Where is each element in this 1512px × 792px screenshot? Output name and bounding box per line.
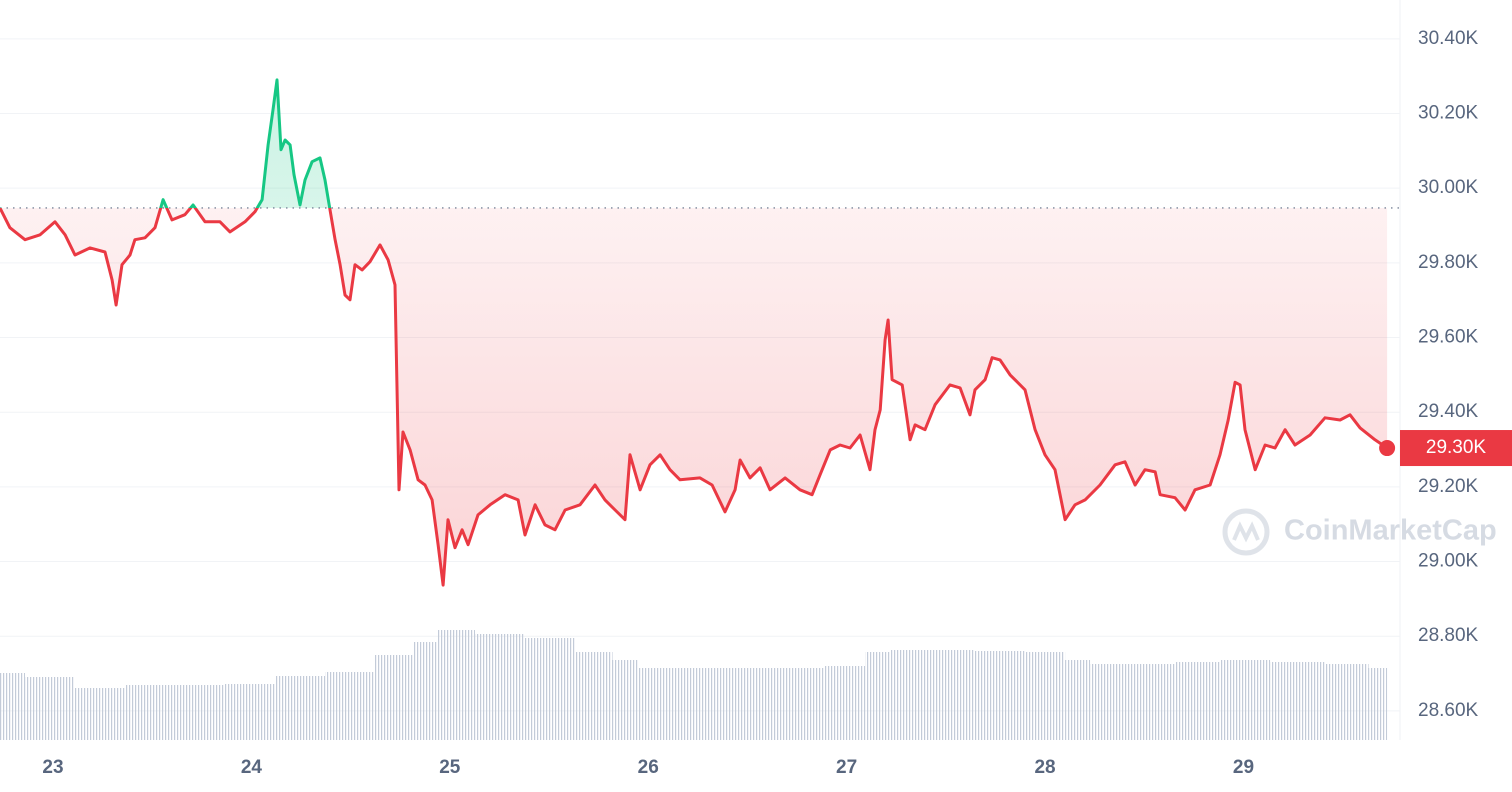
x-tick-label: 24 <box>241 757 263 778</box>
volume-bar <box>612 660 638 740</box>
y-tick-label: 29.80K <box>1418 252 1479 273</box>
volume-bar <box>525 638 575 740</box>
y-tick-label: 30.20K <box>1418 103 1479 124</box>
volume-bar <box>475 634 525 740</box>
x-tick-label: 23 <box>42 757 63 778</box>
y-tick-label: 28.60K <box>1418 700 1479 721</box>
volume-bar <box>1025 652 1066 740</box>
y-tick-label: 30.40K <box>1418 28 1479 49</box>
volume-bar <box>325 672 375 740</box>
x-tick-label: 28 <box>1034 757 1055 778</box>
volume-bar <box>1175 662 1221 740</box>
y-tick-label: 30.00K <box>1418 177 1479 198</box>
price-line-up <box>0 78 332 208</box>
volume-bar <box>1325 664 1369 740</box>
x-tick-label: 27 <box>836 757 857 778</box>
volume-bar <box>1220 660 1271 740</box>
volume-bar <box>1065 660 1091 740</box>
last-point <box>1379 440 1396 457</box>
price-line-down <box>0 207 1388 587</box>
volume-bar <box>412 642 438 740</box>
volume-bar <box>275 676 325 740</box>
y-tick-label: 29.60K <box>1418 327 1479 348</box>
volume-bar <box>75 688 125 740</box>
volume-bar <box>1368 668 1388 740</box>
volume-bar <box>1270 662 1326 740</box>
y-tick-label: 28.80K <box>1418 625 1479 646</box>
volume-bar <box>175 685 225 740</box>
x-tick-label: 29 <box>1233 757 1254 778</box>
volume-bar <box>575 652 613 740</box>
volume-bar <box>865 652 891 740</box>
volume-bar <box>637 668 675 740</box>
volume-bar <box>1125 664 1175 740</box>
volume-bar <box>775 668 825 740</box>
volume-bar <box>725 668 775 740</box>
x-tick-label: 26 <box>638 757 659 778</box>
y-tick-label: 29.20K <box>1418 476 1479 497</box>
area-up <box>160 79 330 208</box>
volume-bar <box>890 650 925 740</box>
area-down <box>0 207 1388 586</box>
volume-bar <box>25 677 75 740</box>
volume-bar <box>0 673 25 740</box>
volume-bar <box>925 650 975 740</box>
y-tick-label: 29.00K <box>1418 551 1479 572</box>
x-tick-label: 25 <box>439 757 461 778</box>
volume-bar <box>225 684 275 740</box>
volume-bar <box>825 666 866 740</box>
volume-bar <box>125 685 175 740</box>
last-price-box <box>1400 430 1512 467</box>
volume-bar <box>437 630 475 740</box>
volume-bar <box>975 651 1025 740</box>
watermark-logo <box>1222 508 1270 556</box>
volume-bar <box>675 668 725 740</box>
y-tick-label: 29.40K <box>1418 401 1479 422</box>
watermark: CoinMarketCap <box>1284 515 1497 547</box>
volume-bar <box>1090 664 1125 740</box>
last-price-label: 29.30K <box>1426 437 1487 458</box>
volume-bar <box>375 655 413 740</box>
